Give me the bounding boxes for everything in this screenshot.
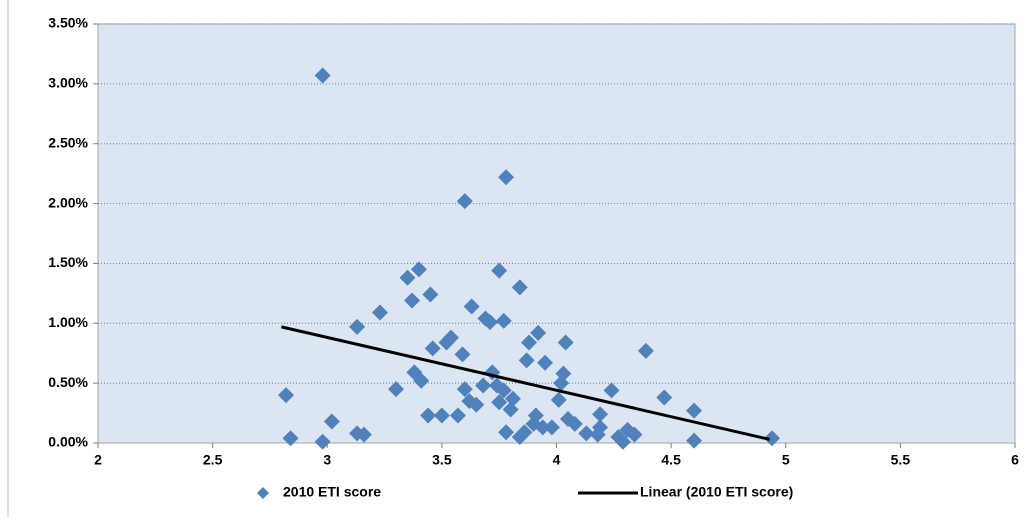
point: [371, 304, 388, 321]
x-tick-label: 3: [323, 452, 331, 468]
y-tick-label: 0.50%: [48, 374, 88, 390]
point: [314, 433, 331, 450]
point: [456, 381, 473, 398]
point: [578, 425, 595, 442]
point: [399, 269, 416, 286]
point: [433, 407, 450, 424]
point: [463, 298, 480, 315]
point: [537, 354, 554, 371]
point: [498, 169, 515, 186]
point: [314, 67, 331, 84]
x-tick-label: 3.5: [432, 452, 452, 468]
y-tick-label: 0.00%: [48, 434, 88, 450]
y-tick-label: 1.50%: [48, 254, 88, 270]
point: [543, 419, 560, 436]
point: [656, 389, 673, 406]
point: [592, 406, 609, 423]
point: [530, 324, 547, 341]
point: [355, 426, 372, 443]
point: [349, 318, 366, 335]
point: [404, 292, 421, 309]
x-tick-label: 4: [553, 452, 561, 468]
point: [420, 407, 437, 424]
point: [555, 365, 572, 382]
point: [763, 430, 780, 447]
point: [520, 334, 537, 351]
point: [449, 407, 466, 424]
point: [323, 413, 340, 430]
point: [282, 430, 299, 447]
point: [454, 346, 471, 363]
legend-swatch: [257, 487, 269, 499]
point: [413, 372, 430, 389]
point: [482, 314, 499, 331]
x-tick-label: 4.5: [661, 452, 681, 468]
point: [277, 387, 294, 404]
point: [511, 279, 528, 296]
point: [518, 352, 535, 369]
point: [527, 407, 544, 424]
point: [498, 424, 515, 441]
point: [443, 329, 460, 346]
point: [475, 377, 492, 394]
point: [534, 419, 551, 436]
y-tick-label: 3.00%: [48, 75, 88, 91]
point: [550, 391, 567, 408]
legend-label: 2010 ETI score: [283, 484, 381, 500]
point: [614, 433, 631, 450]
y-tick-label: 3.50%: [48, 15, 88, 31]
point: [422, 286, 439, 303]
point: [686, 432, 703, 449]
y-tick-label: 2.50%: [48, 134, 88, 150]
y-tick-label: 2.00%: [48, 194, 88, 210]
point: [410, 261, 427, 278]
point: [491, 394, 508, 411]
point: [491, 262, 508, 279]
point: [388, 381, 405, 398]
point: [686, 402, 703, 419]
x-tick-label: 5: [782, 452, 790, 468]
x-tick-label: 2.5: [203, 452, 223, 468]
point: [424, 340, 441, 357]
x-tick-label: 5.5: [891, 452, 911, 468]
point: [592, 419, 609, 436]
point: [495, 382, 512, 399]
point: [502, 401, 519, 418]
point: [566, 415, 583, 432]
point: [456, 193, 473, 210]
y-tick-label: 1.00%: [48, 314, 88, 330]
x-tick-label: 6: [1011, 452, 1019, 468]
point: [637, 342, 654, 359]
point: [557, 334, 574, 351]
x-tick-label: 2: [94, 452, 102, 468]
trend-line: [281, 325, 771, 441]
point: [516, 424, 533, 441]
point: [468, 396, 485, 413]
point: [504, 390, 521, 407]
point: [495, 312, 512, 329]
legend-label: Linear (2010 ETI score): [640, 484, 793, 500]
point: [626, 426, 643, 443]
point: [603, 382, 620, 399]
